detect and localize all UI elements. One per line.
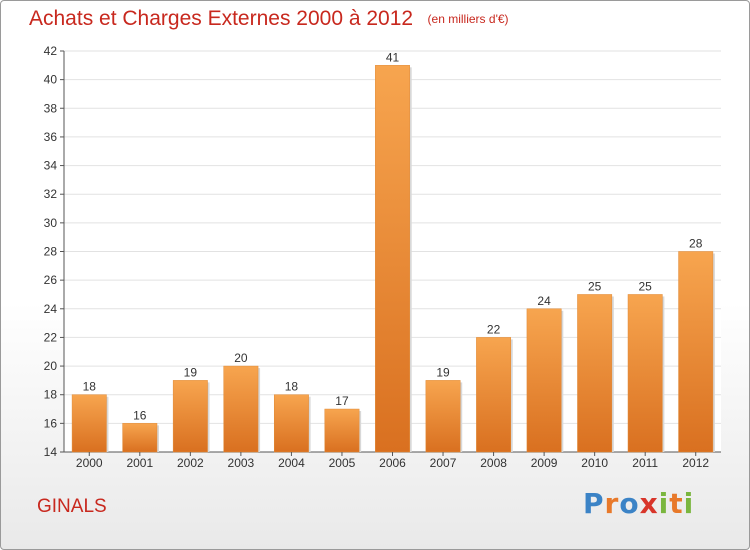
logo-letter: r [604,487,620,520]
y-tick-label: 30 [44,216,58,230]
x-tick-label: 2002 [177,456,204,470]
data-label: 25 [639,279,653,293]
y-tick-label: 14 [44,445,58,459]
bar [678,251,714,453]
bar [324,408,360,453]
logo-letter: i [683,487,695,520]
data-label: 16 [133,408,147,422]
commune-name: GINALS [37,496,107,517]
title-row: Achats et Charges Externes 2000 à 2012 (… [29,7,509,31]
data-label: 20 [234,351,248,365]
bar [375,65,410,453]
x-tick-label: 2006 [379,456,406,470]
logo-letter: x [639,487,659,520]
data-label: 19 [184,365,198,379]
bar [476,337,512,453]
x-tick-label: 2011 [632,456,658,470]
data-label: 18 [285,380,299,394]
y-tick-label: 26 [44,273,58,287]
y-tick-label: 18 [44,388,58,402]
x-tick-label: 2003 [228,456,255,470]
y-tick-label: 36 [44,130,58,144]
data-label: 24 [537,294,551,308]
x-tick-label: 2010 [581,456,608,470]
y-tick-label: 24 [44,302,58,316]
y-tick-label: 20 [44,359,58,373]
bar [172,380,208,453]
x-tick-label: 2007 [430,456,457,470]
data-label: 41 [386,50,400,64]
y-tick-label: 28 [44,245,58,259]
bar [526,308,562,453]
logo-letter: t [669,487,684,520]
y-tick-label: 38 [44,101,58,115]
y-tick-label: 40 [44,73,58,87]
bar [122,423,158,453]
bar [425,380,461,453]
y-tick-label: 34 [44,159,58,173]
bar [627,294,663,453]
chart-subtitle: (en milliers d'€) [427,12,509,26]
data-label: 28 [689,237,703,251]
x-tick-label: 2001 [126,456,153,470]
logo-letter: o [619,487,640,520]
y-tick-label: 22 [44,330,58,344]
y-tick-label: 16 [44,416,58,430]
bar [71,394,107,453]
data-label: 19 [436,365,450,379]
bar [273,394,309,453]
x-tick-label: 2008 [480,456,507,470]
data-label: 18 [83,380,97,394]
data-label: 25 [588,279,602,293]
data-label: 22 [487,322,501,336]
y-tick-label: 32 [44,187,58,201]
x-tick-label: 2000 [76,456,103,470]
y-tick-label: 42 [44,44,58,58]
x-tick-label: 2005 [329,456,356,470]
data-label: 17 [335,394,349,408]
chart-title: Achats et Charges Externes 2000 à 2012 [29,7,414,30]
logo-letter: P [583,487,605,520]
x-tick-label: 2009 [531,456,558,470]
logo-letter: i [658,487,670,520]
bar [223,365,259,453]
x-tick-label: 2012 [682,456,709,470]
proxiti-logo: Proxiti [583,487,694,520]
bar [577,294,613,453]
x-tick-label: 2004 [278,456,305,470]
